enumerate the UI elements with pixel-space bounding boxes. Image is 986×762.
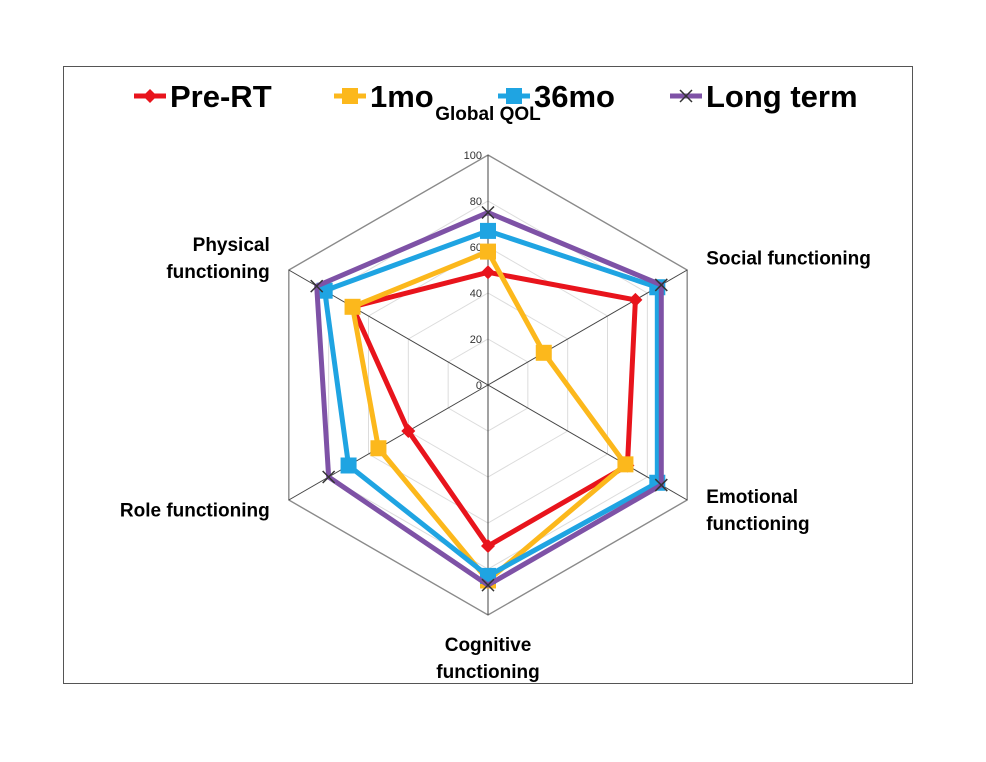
axis-label: Physical functioning [166, 235, 269, 283]
radial-ticks: 0 20 40 60 80 100 [464, 150, 482, 392]
data-point [654, 278, 668, 292]
data-point [679, 89, 693, 103]
data-point [481, 265, 495, 280]
legend-item: Pre-RT [134, 79, 272, 114]
data-point [628, 292, 643, 307]
axis-label: Social functioning [706, 249, 871, 270]
data-point [481, 539, 495, 553]
legend: Pre-RT 1mo 36mo Long term [134, 79, 858, 114]
radar-chart: 0 20 40 60 80 100 Global QOL Social functionin… [120, 79, 871, 683]
chart-frame: 0 20 40 60 80 100 Global QOL Social functionin… [63, 66, 913, 684]
data-point [401, 424, 416, 438]
tick-label: 60 [470, 242, 482, 254]
data-point [654, 478, 668, 492]
data-point [370, 440, 387, 457]
legend-item: Long term [670, 79, 858, 114]
data-point [617, 456, 634, 473]
axis-spoke [288, 384, 489, 501]
data-point [481, 578, 495, 592]
axis-labels: Global QOL Social functioning Emotional fun… [120, 104, 871, 683]
data-point [480, 243, 496, 260]
data-point [535, 344, 552, 361]
axis-label: Emotional functioning [706, 487, 809, 535]
tick-label: 0 [476, 380, 482, 392]
series-layer [310, 205, 668, 592]
data-point [480, 222, 496, 239]
data-point [342, 88, 358, 104]
tick-label: 100 [464, 150, 482, 162]
tick-label: 40 [470, 288, 482, 300]
axis-label: Cognitive functioning [436, 635, 539, 683]
tick-label: 80 [470, 196, 482, 208]
data-point [310, 279, 324, 293]
data-point [340, 457, 357, 474]
tick-label: 20 [470, 334, 482, 346]
data-point [344, 298, 361, 315]
legend-label: Long term [706, 79, 858, 114]
axis-label: Global QOL [435, 104, 541, 125]
data-point [481, 205, 495, 220]
series-pre-rt [345, 265, 643, 553]
legend-label: 36mo [534, 79, 615, 114]
legend-label: 1mo [370, 79, 434, 114]
data-point [322, 470, 336, 484]
series-long-term [310, 205, 668, 592]
legend-label: Pre-RT [170, 79, 272, 114]
legend-item: 1mo [334, 79, 434, 114]
data-point [143, 89, 157, 103]
legend-item: 36mo [498, 79, 615, 114]
axis-label: Role functioning [120, 501, 270, 522]
data-point [506, 88, 522, 104]
